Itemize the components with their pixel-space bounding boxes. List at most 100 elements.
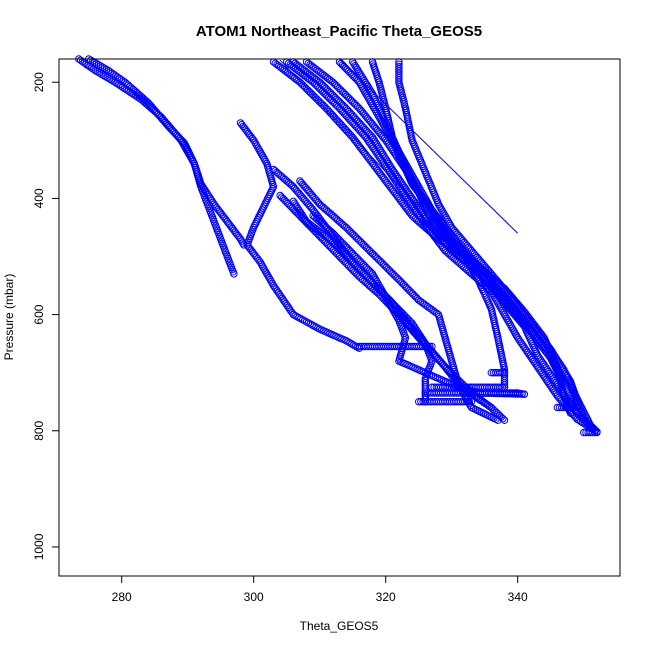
- chart-title: ATOM1 Northeast_Pacific Theta_GEOS5: [196, 23, 482, 40]
- data-point: [357, 71, 365, 79]
- data-point: [132, 92, 140, 100]
- data-point: [387, 303, 395, 311]
- data-point: [494, 416, 502, 424]
- data-point: [375, 145, 384, 153]
- data-point: [483, 401, 492, 409]
- data-point: [80, 59, 89, 67]
- data-point: [563, 372, 571, 380]
- data-point: [112, 72, 120, 80]
- data-point: [130, 91, 138, 99]
- series-20: [415, 398, 476, 406]
- data-point: [200, 185, 209, 194]
- data-point: [371, 137, 379, 145]
- x-tick-label: 320: [376, 590, 396, 604]
- data-point: [480, 398, 488, 407]
- data-point: [552, 355, 561, 363]
- data-point: [401, 183, 409, 192]
- series-19: [421, 389, 528, 398]
- data-point: [351, 61, 359, 70]
- data-point: [444, 218, 453, 226]
- data-point: [344, 338, 352, 346]
- data-point: [199, 183, 208, 192]
- data-point: [101, 72, 109, 81]
- x-tick-label: 340: [508, 590, 528, 604]
- data-point: [546, 381, 554, 389]
- data-point: [366, 86, 374, 94]
- data-point: [409, 196, 417, 204]
- data-point: [503, 314, 511, 323]
- data-point: [500, 379, 509, 387]
- data-point: [364, 82, 372, 91]
- series-21: [487, 369, 509, 377]
- data-point: [383, 295, 391, 303]
- data-point: [564, 373, 572, 382]
- data-point: [295, 206, 303, 215]
- data-point: [262, 268, 270, 276]
- data-point: [95, 69, 104, 77]
- data-point: [208, 196, 216, 205]
- data-point: [100, 64, 109, 73]
- data-point: [449, 239, 458, 248]
- data-point: [394, 174, 403, 183]
- data-point: [564, 396, 573, 405]
- data-point: [103, 73, 111, 82]
- data-point: [240, 241, 248, 249]
- data-point: [308, 321, 316, 329]
- data-point: [363, 80, 371, 89]
- data-point: [391, 310, 400, 319]
- data-point: [428, 342, 436, 351]
- data-point: [378, 287, 387, 296]
- data-point: [496, 369, 504, 377]
- data-point: [383, 158, 392, 166]
- series-6: [296, 177, 502, 424]
- data-point: [354, 67, 363, 76]
- data-point: [500, 310, 509, 319]
- data-point: [367, 88, 375, 96]
- data-point: [467, 398, 476, 406]
- data-point: [547, 383, 555, 391]
- data-point: [277, 292, 285, 301]
- data-point: [548, 347, 556, 355]
- data-point: [588, 428, 597, 437]
- data-point: [380, 152, 388, 160]
- data-point: [289, 197, 297, 206]
- data-point: [352, 63, 360, 72]
- data-point: [573, 403, 581, 412]
- data-point: [368, 133, 377, 142]
- data-point: [91, 66, 100, 75]
- data-point: [506, 320, 514, 328]
- data-point: [487, 403, 495, 412]
- data-point: [561, 368, 569, 376]
- data-point: [257, 260, 266, 268]
- data-point: [547, 371, 555, 379]
- data-point: [557, 362, 565, 371]
- data-point: [382, 156, 391, 164]
- data-point: [350, 60, 358, 68]
- data-point: [548, 373, 556, 381]
- x-axis: 280 300 320 340: [112, 576, 528, 604]
- data-point: [106, 68, 115, 76]
- data-point: [276, 290, 284, 299]
- data-point: [504, 316, 512, 325]
- data-point: [445, 219, 454, 228]
- data-point: [251, 138, 259, 147]
- data-point: [203, 189, 211, 197]
- data-point: [556, 384, 564, 392]
- data-point: [565, 375, 573, 384]
- data-point: [382, 293, 390, 301]
- series-3: [236, 119, 363, 352]
- data-point: [134, 93, 142, 101]
- data-point: [547, 345, 555, 354]
- series-22: [553, 403, 581, 412]
- data-point: [379, 289, 388, 297]
- data-point: [284, 303, 293, 311]
- data-point: [291, 311, 299, 320]
- data-point: [381, 154, 389, 162]
- data-point: [593, 428, 601, 437]
- data-point: [558, 364, 566, 372]
- data-point: [511, 330, 520, 338]
- data-point: [560, 380, 568, 388]
- data-point: [385, 160, 393, 168]
- data-point: [89, 57, 97, 65]
